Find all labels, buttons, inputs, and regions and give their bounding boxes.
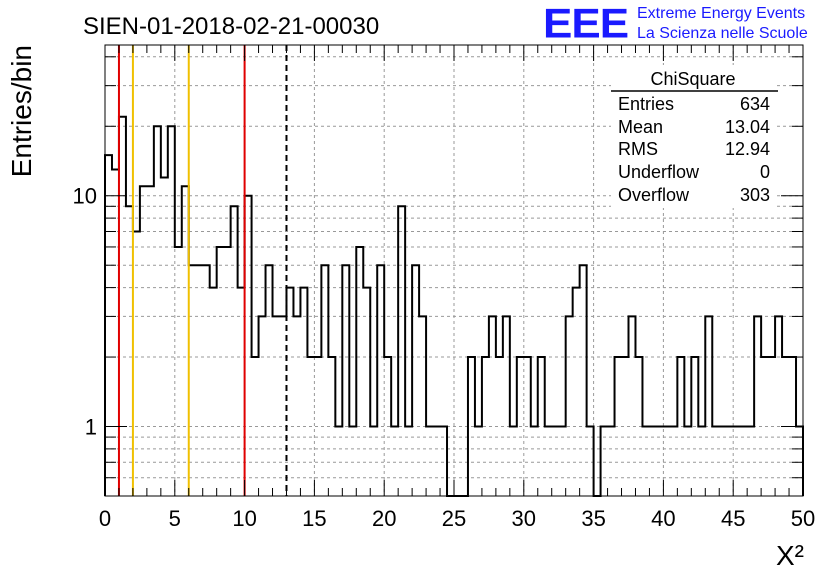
logo-line-2: La Scienza nelle Scuole [637,25,808,42]
histogram-bin [293,316,300,496]
stats-value-overflow: 303 [740,185,770,205]
histogram-bin [286,288,293,496]
axis-ticks [104,45,804,497]
y-tick-label: 10 [73,184,97,209]
histogram-bin [224,247,231,496]
reference-lines [117,45,288,496]
y-tick-labels: 1 10 [73,184,97,440]
histogram-bin [754,316,761,496]
histogram-bin [238,288,245,496]
histogram-bin [377,265,384,496]
histogram-bin [573,288,580,496]
histogram-bin [210,288,217,496]
histogram-bin [363,288,370,496]
histogram-bin [154,126,161,496]
logo-line-1: Extreme Energy Events [637,5,806,22]
x-tick-label: 5 [169,506,181,531]
x-tick-label: 0 [99,506,111,531]
histogram-bin [775,316,782,496]
histogram-bin [419,316,426,496]
histogram-bin [147,186,154,496]
histogram-bin [196,265,203,496]
histogram-bin [300,288,307,496]
x-tick-label: 45 [721,506,745,531]
stats-value-underflow: 0 [760,162,770,182]
y-tick-label: 1 [85,415,97,440]
histogram-bin [280,316,287,496]
x-axis-title: X² [776,540,804,571]
stats-label-rms: RMS [618,139,658,159]
eee-logo-text: Extreme Energy Events La Scienza nelle S… [637,4,808,44]
eee-logo-mark: EEE [543,0,629,47]
histogram-bin [412,265,419,496]
x-tick-label: 15 [302,506,326,531]
histogram-bin [342,265,349,496]
histogram-bin [273,316,280,496]
stats-box-background [611,65,775,208]
histogram-bin [189,265,196,496]
histogram-bin [140,186,147,496]
histogram-bin [231,206,238,496]
histogram-bin [175,247,182,496]
histogram-bin [580,265,587,496]
histogram-bin [489,316,496,496]
histogram-bin [503,316,510,496]
x-tick-label: 20 [372,506,396,531]
stats-value-rms: 12.94 [725,139,770,159]
histogram-bin [245,196,252,496]
histogram-bin [133,231,140,496]
histogram-bin [119,117,126,496]
histogram-bin [203,265,210,496]
x-tick-label: 25 [442,506,466,531]
x-tick-label: 40 [651,506,675,531]
stats-label-underflow: Underflow [618,162,700,182]
x-tick-label: 10 [232,506,256,531]
stats-label-overflow: Overflow [618,185,690,205]
x-tick-label: 35 [581,506,605,531]
histogram-bin [566,316,573,496]
y-axis-title: Entries/bin [6,45,37,177]
stats-label-mean: Mean [618,117,663,137]
histogram-bin [629,316,636,496]
histogram-bin [217,247,224,496]
histogram-bin [398,206,405,496]
histogram-bin [266,265,273,496]
histogram-bin [182,186,189,496]
histogram-bin [356,247,363,496]
eee-logo: EEE Extreme Energy Events La Scienza nel… [543,2,833,46]
run-title: SIEN-01-2018-02-21-00030 [83,13,379,40]
histogram-bin [168,126,175,496]
stats-label-entries: Entries [618,94,674,114]
histogram-bin [126,206,133,496]
histogram-outline [104,115,804,497]
stats-title: ChiSquare [650,69,735,89]
stats-box: ChiSquare Entries 634 Mean 13.04 RMS 12.… [611,65,778,208]
x-tick-label: 30 [512,506,536,531]
histogram-bin [259,316,266,496]
histogram-bin [161,177,168,496]
histogram-bin [321,265,328,496]
stats-value-mean: 13.04 [725,117,770,137]
histogram-bin [705,316,712,496]
x-tick-label: 50 [791,506,815,531]
x-tick-labels: 0 5 10 15 20 25 30 35 40 45 50 [99,506,815,531]
stats-value-entries: 634 [740,94,770,114]
